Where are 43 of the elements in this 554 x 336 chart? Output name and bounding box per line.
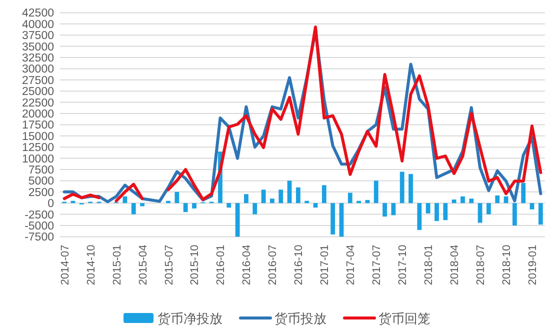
y-tick-label: 7500 [28, 164, 54, 176]
x-tick-label: 2015-07 [163, 244, 176, 286]
x-tick-label: 2015-01 [111, 244, 124, 286]
y-tick-label: 2500 [28, 186, 54, 199]
y-tick-label: 0 [48, 198, 54, 210]
y-tick-label: 5000 [28, 176, 54, 188]
x-tick-label: 2016-10 [293, 244, 306, 286]
y-tick-label: 27500 [22, 74, 54, 87]
x-tick-label: 2018-04 [449, 244, 462, 286]
y-tick-label: 32500 [22, 52, 54, 64]
x-tick-label: 2018-10 [501, 244, 514, 286]
x-tick-label: 2015-10 [189, 244, 202, 286]
y-tick-label: 37500 [22, 30, 54, 42]
x-tick-label: 2017-04 [345, 244, 358, 286]
y-tick-label: 20000 [22, 108, 54, 120]
y-tick-label: 10000 [22, 153, 54, 166]
x-tick-label: 2018-07 [475, 244, 488, 286]
y-tick-label: 35000 [22, 41, 54, 54]
x-tick-label: 2016-07 [267, 244, 280, 286]
legend-label: 货币投放 [274, 311, 326, 326]
y-tick-label: 22500 [22, 97, 54, 110]
x-tick-label: 2019-01 [527, 244, 540, 286]
y-tick-label: 40000 [22, 18, 54, 31]
legend-label: 货币回笼 [378, 311, 430, 326]
x-tick-label: 2017-01 [319, 244, 332, 286]
y-tick-label: 42500 [22, 8, 54, 20]
x-tick-label: 2016-04 [241, 244, 254, 286]
y-tick-label: 17500 [22, 120, 54, 132]
y-tick-label: -2500 [24, 209, 54, 222]
x-tick-label: 2016-01 [215, 244, 228, 286]
y-tick-label: 30000 [22, 64, 54, 76]
y-tick-label: 15000 [22, 130, 54, 143]
y-tick-label: -7500 [24, 232, 54, 244]
y-tick-label: 25000 [22, 86, 54, 98]
x-tick-label: 2017-07 [371, 244, 384, 286]
x-tick-label: 2014-10 [85, 244, 98, 286]
x-tick-label: 2015-04 [137, 244, 150, 286]
y-tick-label: 12500 [22, 142, 54, 154]
x-tick-label: 2017-10 [397, 244, 410, 286]
x-tick-label: 2014-07 [59, 244, 72, 286]
legend-label: 货币净投放 [158, 311, 222, 326]
y-tick-label: -5000 [24, 220, 54, 232]
x-tick-label: 2018-01 [423, 244, 436, 286]
